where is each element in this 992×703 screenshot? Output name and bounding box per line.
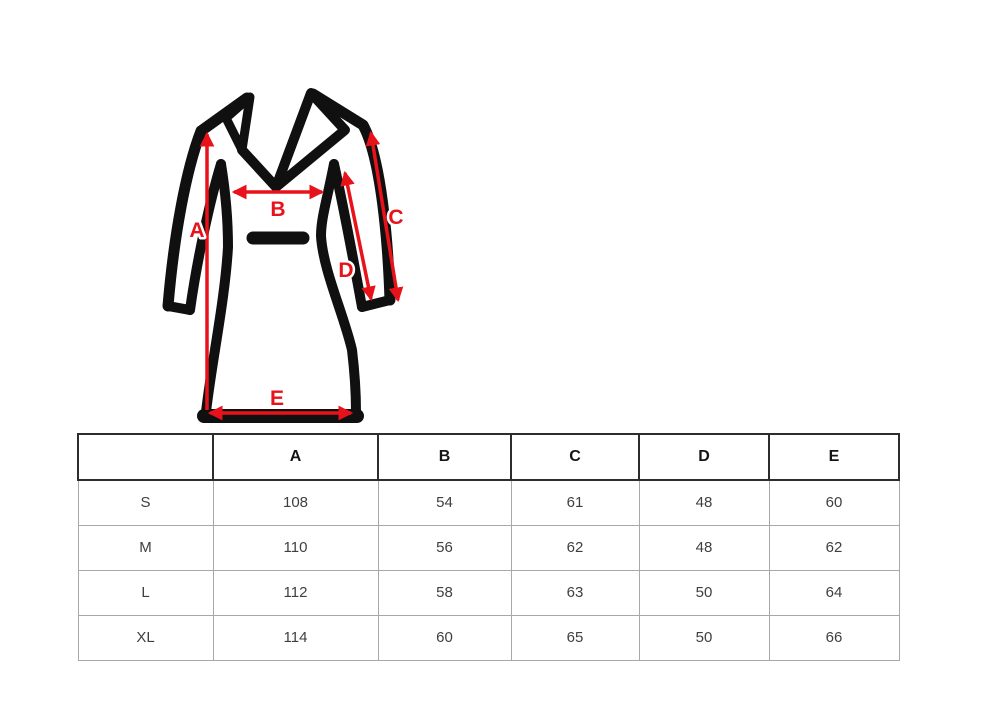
measurement-labels: A B C D E	[187, 196, 406, 413]
value-cell: 48	[638, 524, 770, 571]
table-header-row: A B C D E	[77, 433, 900, 481]
size-cell: M	[77, 524, 214, 571]
table-header-cell-size	[77, 433, 214, 481]
measurement-label-e: E	[270, 387, 284, 410]
table-header-cell-d: D	[638, 433, 770, 481]
value-cell: 66	[768, 614, 900, 661]
value-cell: 114	[212, 614, 379, 661]
size-cell: L	[77, 569, 214, 616]
right-body-side	[316, 159, 361, 417]
left-body-side	[201, 159, 233, 417]
value-cell: 48	[638, 479, 770, 526]
measurement-label-a: A	[189, 219, 204, 242]
size-cell: S	[77, 479, 214, 526]
table-row-xl: XL 114 60 65 50 66	[77, 614, 900, 661]
measurement-label-d: D	[338, 259, 353, 282]
measurement-label-b: B	[270, 198, 285, 221]
size-table: A B C D E S 108 54 61 48 60 M 110 56 62 …	[77, 433, 900, 661]
value-cell: 60	[768, 479, 900, 526]
value-cell: 63	[510, 569, 640, 616]
measurement-arrow-d	[340, 170, 376, 302]
table-header-cell-e: E	[768, 433, 900, 481]
table-row-l: L 112 58 63 50 64	[77, 569, 900, 616]
value-cell: 50	[638, 614, 770, 661]
table-header-cell-c: C	[510, 433, 640, 481]
value-cell: 64	[768, 569, 900, 616]
left-sleeve-outer	[162, 92, 253, 312]
table-header-cell-a: A	[212, 433, 379, 481]
value-cell: 65	[510, 614, 640, 661]
right-lapel	[271, 88, 350, 192]
front-opening-line	[237, 145, 281, 192]
table-row-m: M 110 56 62 48 62	[77, 524, 900, 571]
value-cell: 61	[510, 479, 640, 526]
table-row-s: S 108 54 61 48 60	[77, 479, 900, 526]
value-cell: 112	[212, 569, 379, 616]
value-cell: 62	[768, 524, 900, 571]
size-cell: XL	[77, 614, 214, 661]
measurement-arrows	[199, 130, 404, 421]
value-cell: 58	[377, 569, 512, 616]
left-sleeve-inner	[185, 159, 226, 315]
value-cell: 62	[510, 524, 640, 571]
value-cell: 60	[377, 614, 512, 661]
measurement-label-c: C	[388, 206, 403, 229]
garment-outline-coat	[162, 88, 396, 423]
measurement-arrow-c	[365, 130, 404, 303]
value-cell: 110	[212, 524, 379, 571]
value-cell: 50	[638, 569, 770, 616]
value-cell: 54	[377, 479, 512, 526]
garment-measurement-diagram: A B C D E	[162, 88, 406, 423]
table-header-cell-b: B	[377, 433, 512, 481]
value-cell: 108	[212, 479, 379, 526]
value-cell: 56	[377, 524, 512, 571]
